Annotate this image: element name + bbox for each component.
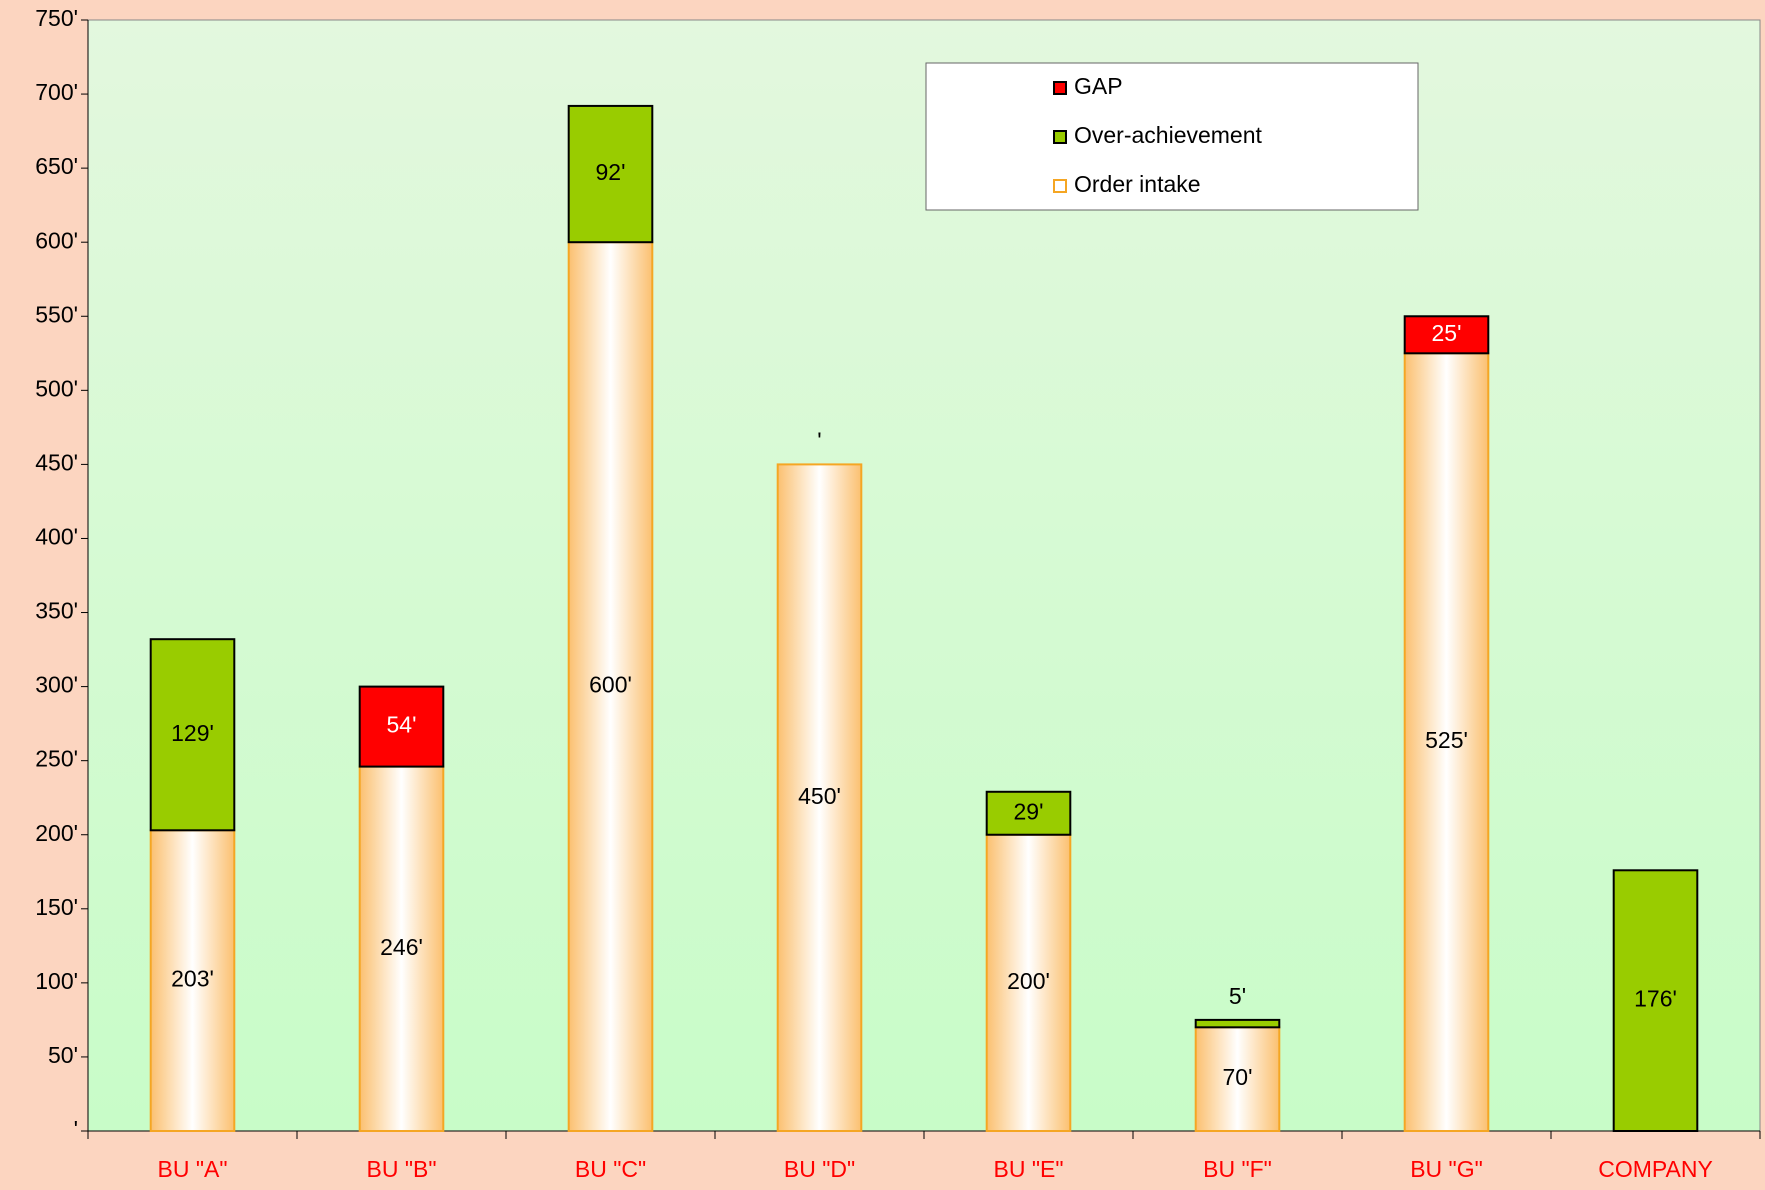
legend-swatch [1053,81,1067,95]
y-tick-label: 500' [35,375,78,401]
bar-segment [1403,352,1490,1132]
y-tick-label: 200' [35,820,78,846]
y-tick-label: 450' [35,449,78,475]
legend-label: Order intake [1074,171,1201,197]
y-tick-label: ' [74,1116,78,1142]
bar-segment [358,685,445,768]
legend-swatch [1053,130,1067,144]
bar-segment [1612,869,1699,1132]
bar-segment [149,829,236,1132]
x-tick-label: BU "G" [1410,1156,1483,1182]
y-tick-label: 50' [48,1042,78,1068]
data-label: 70' [1223,1064,1253,1090]
data-label: 54' [387,712,417,738]
data-label: 203' [171,966,214,992]
data-label: 246' [380,934,423,960]
x-tick-label: BU "E" [993,1156,1063,1182]
data-label: 600' [589,672,632,698]
legend-swatch [1053,179,1067,193]
data-label: 92' [596,159,626,185]
legend-label: Over-achievement [1074,122,1263,148]
y-tick-label: 250' [35,746,78,772]
y-tick-label: 400' [35,524,78,550]
data-label: 525' [1425,727,1468,753]
x-tick-label: BU "A" [157,1156,227,1182]
y-tick-label: 650' [35,153,78,179]
data-label: 29' [1014,798,1044,824]
data-label: 25' [1432,320,1462,346]
data-label: 176' [1634,986,1677,1012]
bar-segment [567,241,654,1132]
x-tick-label: BU "F" [1203,1156,1272,1182]
plot-area [87,19,1761,1132]
x-tick-label: COMPANY [1598,1156,1713,1182]
bar-segment [358,765,445,1132]
bar-segment [149,638,236,832]
y-tick-label: 100' [35,968,78,994]
y-tick-label: 600' [35,227,78,253]
x-tick-label: BU "D" [784,1156,855,1182]
bar-segment [1403,315,1490,355]
y-tick-label: 350' [35,598,78,624]
x-tick-label: BU "C" [575,1156,646,1182]
y-tick-label: 700' [35,79,78,105]
data-label: ' [817,427,821,453]
y-tick-label: 750' [35,5,78,31]
bar-segment [776,463,863,1132]
y-tick-label: 150' [35,894,78,920]
data-label: 5' [1229,983,1246,1009]
legend-label: GAP [1074,73,1123,99]
bar-segment [985,790,1072,836]
data-label: 200' [1007,968,1050,994]
y-tick-label: 300' [35,672,78,698]
data-label: 129' [171,720,214,746]
bar-segment [1194,1026,1281,1132]
x-tick-label: BU "B" [366,1156,436,1182]
legend-box [925,62,1419,211]
data-label: 450' [798,783,841,809]
y-tick-label: 550' [35,301,78,327]
bar-segment [1194,1018,1281,1029]
bar-segment [567,104,654,244]
